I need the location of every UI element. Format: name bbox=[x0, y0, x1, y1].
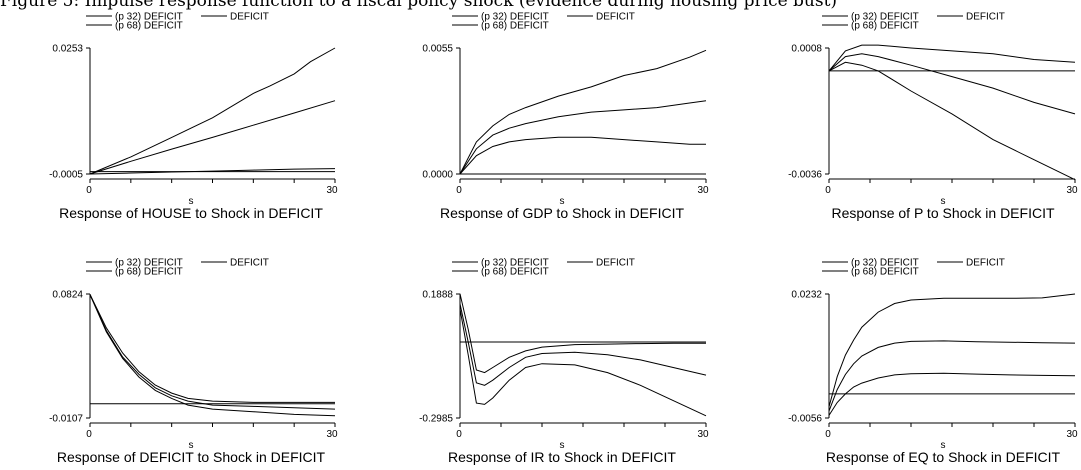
chart-title: Response of DEFICIT to Shock in DEFICIT bbox=[57, 449, 326, 465]
legend-label-deficit: DEFICIT bbox=[596, 12, 635, 23]
x-tick-label: 0 bbox=[825, 185, 831, 196]
y-tick-label: -0.0107 bbox=[49, 414, 83, 425]
chart-title: Response of P to Shock in DEFICIT bbox=[831, 205, 1055, 221]
legend-label-p68: (p 68) DEFICIT bbox=[115, 21, 183, 32]
chart-title: Response of GDP to Shock in DEFICIT bbox=[440, 205, 685, 221]
y-tick-label: 0.1888 bbox=[422, 290, 453, 301]
series-line-2 bbox=[459, 303, 707, 386]
chart-title: Response of HOUSE to Shock in DEFICIT bbox=[59, 205, 323, 221]
x-tick-label: 30 bbox=[697, 185, 709, 196]
figure-caption: Figure 5: Impulse response function to a… bbox=[0, 0, 838, 11]
x-tick-label: 0 bbox=[86, 429, 92, 440]
series-line-3 bbox=[89, 47, 336, 175]
series-line-3 bbox=[89, 294, 335, 403]
series-line-2 bbox=[89, 294, 336, 410]
legend-label-p32: (p 32) DEFICIT bbox=[115, 258, 183, 269]
legend-label-p32: (p 32) DEFICIT bbox=[851, 12, 919, 23]
legend-label-p32: (p 32) DEFICIT bbox=[115, 12, 183, 23]
x-axis-label: s bbox=[941, 196, 946, 207]
chart-title: Response of EQ to Shock in DEFICIT bbox=[826, 449, 1061, 465]
x-tick-label: 30 bbox=[326, 429, 338, 440]
y-tick-label: 0.0000 bbox=[422, 170, 453, 181]
y-tick-label: 0.0008 bbox=[791, 44, 822, 55]
x-axis-label: s bbox=[560, 196, 565, 207]
x-tick-label: 0 bbox=[456, 185, 462, 196]
x-tick-label: 0 bbox=[86, 185, 92, 196]
series-line-3 bbox=[459, 293, 706, 374]
series-line-2 bbox=[459, 100, 707, 175]
y-tick-label: 0.0824 bbox=[52, 290, 83, 301]
x-tick-label: 0 bbox=[825, 429, 831, 440]
x-axis-label: s bbox=[189, 196, 194, 207]
y-tick-label: -0.0005 bbox=[49, 170, 83, 181]
x-tick-label: 0 bbox=[456, 429, 462, 440]
legend-label-p68: (p 68) DEFICIT bbox=[115, 267, 183, 278]
y-tick-label: 0.0232 bbox=[791, 290, 822, 301]
legend-label-p68: (p 68) DEFICIT bbox=[481, 267, 549, 278]
legend-label-p32: (p 32) DEFICIT bbox=[481, 12, 549, 23]
y-tick-label: 0.0055 bbox=[422, 44, 453, 55]
y-tick-label: -0.2985 bbox=[419, 414, 453, 425]
series-line-3 bbox=[828, 293, 1076, 407]
legend-label-deficit: DEFICIT bbox=[966, 12, 1005, 23]
x-tick-label: 30 bbox=[326, 185, 338, 196]
x-axis-label: s bbox=[189, 440, 194, 451]
series-line-1 bbox=[459, 308, 707, 417]
legend-label-p32: (p 32) DEFICIT bbox=[481, 258, 549, 269]
x-axis-label: s bbox=[941, 440, 946, 451]
series-line-3 bbox=[828, 44, 1076, 72]
x-tick-label: 30 bbox=[1066, 429, 1078, 440]
y-tick-label: -0.0056 bbox=[788, 414, 822, 425]
legend-label-p68: (p 68) DEFICIT bbox=[851, 21, 919, 32]
series-line-2 bbox=[828, 340, 1076, 412]
legend-label-p68: (p 68) DEFICIT bbox=[851, 267, 919, 278]
legend-label-deficit: DEFICIT bbox=[966, 258, 1005, 269]
chart-title: Response of IR to Shock in DEFICIT bbox=[448, 449, 676, 465]
series-line-2 bbox=[828, 53, 1076, 115]
y-tick-label: -0.0036 bbox=[788, 170, 822, 181]
legend-label-deficit: DEFICIT bbox=[596, 258, 635, 269]
legend-label-deficit: DEFICIT bbox=[230, 12, 269, 23]
legend-label-p32: (p 32) DEFICIT bbox=[851, 258, 919, 269]
series-line-1 bbox=[828, 61, 1076, 181]
x-tick-label: 30 bbox=[697, 429, 709, 440]
series-line-2 bbox=[89, 100, 336, 175]
x-tick-label: 30 bbox=[1066, 185, 1078, 196]
legend-label-p68: (p 68) DEFICIT bbox=[481, 21, 549, 32]
series-line-1 bbox=[459, 136, 706, 175]
series-line-3 bbox=[459, 49, 707, 175]
legend-label-deficit: DEFICIT bbox=[230, 258, 269, 269]
y-tick-label: 0.0253 bbox=[52, 44, 83, 55]
x-axis-label: s bbox=[560, 440, 565, 451]
series-line-1 bbox=[89, 294, 336, 417]
